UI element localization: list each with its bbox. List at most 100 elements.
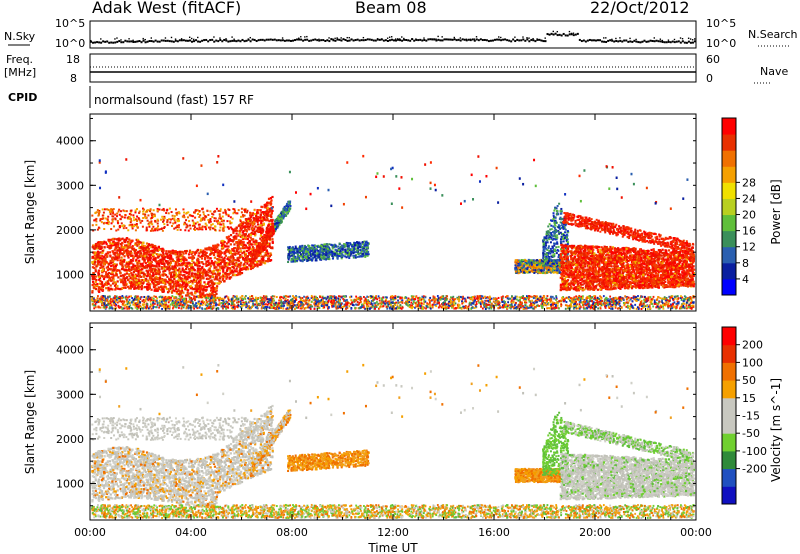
power-cell <box>249 218 252 221</box>
power-cell <box>213 293 216 297</box>
power-cell <box>269 201 272 204</box>
power-cell <box>314 259 317 262</box>
power-cell <box>97 270 100 273</box>
power-cell <box>178 267 181 270</box>
power-cell <box>209 269 212 273</box>
power-cell <box>97 252 100 256</box>
power-cell <box>271 209 274 212</box>
power-cell <box>232 266 235 270</box>
power-cell <box>136 261 139 264</box>
power-cell <box>224 271 227 275</box>
power-cell <box>297 248 300 251</box>
power-cell <box>95 220 98 223</box>
power-cell <box>193 269 196 272</box>
power-cell <box>234 270 237 273</box>
power-cell <box>305 249 308 252</box>
power-cell <box>106 273 110 276</box>
power-cell <box>100 254 103 257</box>
power-cell <box>680 298 683 301</box>
power-cell <box>253 257 256 260</box>
power-cell <box>207 271 210 274</box>
power-cell <box>115 243 118 246</box>
power-cell <box>191 215 194 218</box>
power-cell <box>128 224 131 227</box>
power-cell <box>147 287 150 290</box>
power-cell <box>109 259 112 262</box>
power-cell <box>255 216 258 219</box>
power-cell <box>179 278 182 281</box>
power-cell <box>148 221 151 224</box>
power-cell <box>135 252 138 255</box>
power-cell <box>137 217 140 220</box>
power-cell <box>216 285 219 288</box>
power-cell <box>97 214 100 217</box>
power-cell <box>221 267 224 270</box>
power-cell <box>201 273 205 276</box>
noise-sky-point <box>675 40 678 43</box>
power-cell <box>264 251 267 255</box>
power-cell <box>121 262 124 265</box>
noise-search-point <box>673 38 676 41</box>
power-cell <box>176 283 179 287</box>
power-cell <box>208 263 211 266</box>
power-cell <box>92 255 95 259</box>
power-cell <box>222 247 225 250</box>
power-cell <box>113 225 116 228</box>
power-cell <box>239 250 243 253</box>
power-cell <box>195 273 198 276</box>
power-cell <box>213 266 216 269</box>
noise-sky-point <box>279 39 282 42</box>
power-cell <box>251 227 254 230</box>
power-cell <box>272 223 275 226</box>
power-cell <box>126 251 129 254</box>
power-cell <box>236 248 239 251</box>
noise-sky-point <box>397 38 400 41</box>
power-cell <box>101 242 104 246</box>
power-cell <box>136 256 139 259</box>
power-cell <box>221 246 224 249</box>
power-cell <box>191 255 195 258</box>
freq-right-tick-top: 60 <box>706 53 720 66</box>
power-cell <box>175 251 178 254</box>
power-cell <box>205 277 209 280</box>
power-cell <box>133 249 136 253</box>
power-cell <box>118 208 121 211</box>
power-cell <box>243 267 247 270</box>
power-cell <box>108 278 111 282</box>
power-cell <box>164 255 167 259</box>
power-cell <box>224 210 227 213</box>
power-cell <box>163 285 166 288</box>
noise-search-point <box>348 36 350 39</box>
noise-sky-point <box>112 41 115 44</box>
noise-search-point <box>473 38 476 40</box>
power-cell <box>176 269 180 272</box>
power-cell <box>231 260 234 263</box>
power-cell <box>99 245 102 248</box>
power-cell <box>185 249 188 253</box>
power-cell <box>271 240 274 243</box>
power-cell <box>114 271 117 274</box>
noise-sky-point <box>451 38 454 41</box>
noise-sky-point <box>592 39 595 42</box>
noise-sky-point <box>90 40 92 43</box>
noise-sky-point <box>269 38 272 41</box>
power-cell <box>136 220 139 223</box>
noise-sky-point <box>160 39 163 42</box>
noise-search-point <box>504 38 506 41</box>
power-cell <box>258 260 261 263</box>
power-cell <box>155 265 158 268</box>
power-cell <box>231 254 234 258</box>
noise-sky-point <box>277 39 280 42</box>
power-cell <box>117 210 120 213</box>
power-cell <box>354 251 357 254</box>
power-cell <box>245 220 249 223</box>
power-cell <box>96 263 100 266</box>
power-cell <box>252 217 256 220</box>
power-cell <box>242 267 245 270</box>
power-cell <box>310 258 313 261</box>
power-cell <box>187 281 190 284</box>
noise-search-point <box>544 37 546 39</box>
power-cell <box>264 204 267 207</box>
power-cell <box>160 262 163 265</box>
power-cell <box>153 279 157 283</box>
